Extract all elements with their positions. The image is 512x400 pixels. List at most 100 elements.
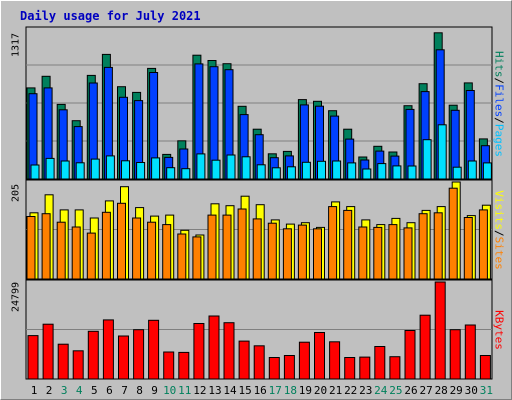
x-tick-label-day-7: 7 — [121, 384, 128, 397]
bar-pages-day-9 — [151, 157, 161, 180]
bar-kbytes-day-30 — [464, 324, 476, 380]
bar-pages-day-12 — [196, 153, 206, 180]
bar-sites-day-12 — [192, 236, 202, 280]
bar-sites-day-19 — [297, 224, 307, 280]
bar-pages-day-11 — [181, 168, 191, 180]
bar-pages-day-3 — [60, 160, 70, 180]
bar-pages-day-19 — [301, 161, 311, 180]
bar-pages-day-1 — [30, 164, 40, 180]
bar-kbytes-day-11 — [178, 351, 190, 380]
bar-sites-day-13 — [207, 214, 217, 280]
bar-sites-day-4 — [71, 226, 81, 280]
bar-sites-day-3 — [56, 221, 66, 280]
bar-sites-day-25 — [388, 224, 398, 280]
bar-sites-day-24 — [373, 226, 383, 280]
bar-pages-day-31 — [482, 162, 492, 180]
hits-panel-ymax-label: 1317 — [10, 32, 22, 58]
bar-kbytes-day-27 — [419, 314, 431, 380]
bar-kbytes-day-13 — [208, 315, 220, 380]
bar-kbytes-day-4 — [72, 350, 84, 380]
bar-kbytes-day-29 — [449, 329, 461, 380]
bar-pages-day-20 — [317, 160, 326, 180]
bar-pages-day-18 — [286, 166, 296, 180]
bar-kbytes-day-19 — [298, 341, 310, 380]
bar-kbytes-day-31 — [479, 355, 491, 380]
bar-sites-day-28 — [433, 212, 443, 280]
x-tick-label-day-22: 22 — [344, 384, 357, 397]
legend-pages: Pages — [492, 123, 506, 157]
legend-separator: / — [492, 117, 506, 124]
x-tick-label-day-1: 1 — [31, 384, 38, 397]
bar-sites-day-14 — [222, 214, 232, 280]
x-tick-label-day-5: 5 — [91, 384, 98, 397]
bar-pages-day-16 — [256, 164, 266, 180]
bar-kbytes-day-2 — [42, 323, 54, 380]
bar-kbytes-day-5 — [87, 330, 99, 380]
bar-sites-day-26 — [403, 227, 413, 280]
bar-sites-day-10 — [162, 224, 172, 280]
bar-sites-day-7 — [117, 202, 126, 280]
visits-panel-ymax-label: 205 — [10, 183, 22, 203]
x-tick-label-day-28: 28 — [435, 384, 448, 397]
bar-pages-day-4 — [75, 162, 85, 180]
kbytes-panel-ymax-label: 24799 — [10, 281, 22, 313]
bar-kbytes-day-9 — [148, 319, 160, 380]
bar-sites-day-23 — [358, 226, 368, 280]
x-tick-label-day-25: 25 — [389, 384, 402, 397]
bar-sites-day-16 — [252, 218, 262, 280]
x-tick-label-day-20: 20 — [314, 384, 327, 397]
bar-sites-day-20 — [313, 228, 322, 280]
bar-sites-day-11 — [177, 233, 187, 280]
x-tick-label-day-4: 4 — [76, 384, 83, 397]
bar-sites-day-15 — [237, 208, 247, 280]
x-tick-label-day-30: 30 — [465, 384, 478, 397]
bar-kbytes-day-16 — [253, 345, 265, 380]
x-tick-label-day-10: 10 — [163, 384, 176, 397]
bar-pages-day-10 — [166, 167, 176, 180]
kbytes-panel-legend-text: KBytes — [493, 310, 506, 350]
x-tick-label-day-21: 21 — [329, 384, 342, 397]
bar-kbytes-day-24 — [374, 346, 386, 380]
bar-pages-day-27 — [422, 139, 432, 180]
bar-kbytes-day-1 — [27, 335, 39, 380]
bar-pages-day-8 — [136, 162, 146, 180]
x-tick-label-day-8: 8 — [136, 384, 143, 397]
x-tick-label-day-26: 26 — [404, 384, 417, 397]
x-tick-label-day-23: 23 — [359, 384, 372, 397]
bar-sites-day-17 — [267, 222, 277, 280]
x-tick-label-day-31: 31 — [480, 384, 493, 397]
bar-kbytes-day-15 — [238, 340, 250, 380]
bar-pages-day-6 — [105, 155, 115, 180]
bar-kbytes-day-6 — [102, 319, 114, 380]
bar-kbytes-day-20 — [314, 332, 325, 380]
x-tick-label-day-11: 11 — [178, 384, 191, 397]
bar-pages-day-21 — [332, 160, 342, 180]
visits-panel-legend-text: Visits/Sites — [493, 190, 506, 270]
legend-hits: Hits — [492, 51, 506, 78]
legend-visits: Visits — [492, 190, 506, 230]
bar-kbytes-day-21 — [329, 341, 341, 380]
bar-kbytes-day-12 — [193, 323, 205, 380]
x-tick-label-day-15: 15 — [238, 384, 251, 397]
bar-sites-day-6 — [101, 211, 111, 280]
bar-pages-day-25 — [392, 165, 402, 180]
bar-pages-day-29 — [452, 166, 462, 180]
x-tick-label-day-18: 18 — [284, 384, 297, 397]
bar-pages-day-30 — [467, 160, 477, 180]
bar-kbytes-day-26 — [404, 330, 416, 380]
x-tick-label-day-9: 9 — [151, 384, 158, 397]
x-tick-label-day-12: 12 — [193, 384, 206, 397]
bar-sites-day-5 — [86, 232, 96, 280]
x-tick-label-day-16: 16 — [254, 384, 267, 397]
bar-sites-day-18 — [282, 228, 292, 280]
hits-panel-legend-text: Hits/Files/Pages — [493, 51, 506, 157]
bar-kbytes-day-14 — [223, 322, 235, 380]
legend-files: Files — [492, 84, 506, 118]
bar-kbytes-day-8 — [133, 329, 145, 380]
bar-sites-day-8 — [132, 217, 142, 280]
bar-sites-day-31 — [478, 209, 488, 280]
x-tick-label-day-27: 27 — [419, 384, 432, 397]
bar-pages-day-26 — [407, 165, 417, 180]
bar-pages-day-13 — [211, 159, 221, 180]
